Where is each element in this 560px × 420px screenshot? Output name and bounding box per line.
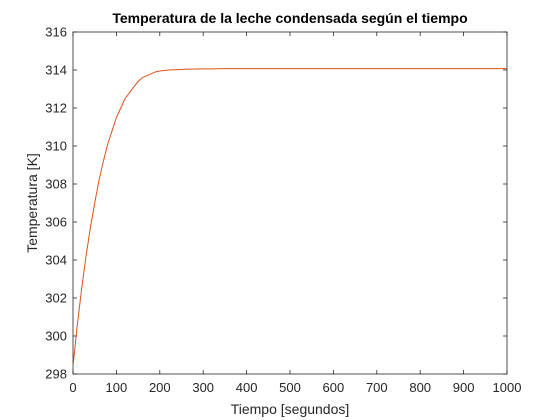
y-tick-label: 302 xyxy=(45,291,67,306)
plot-area xyxy=(72,31,508,375)
x-tick-label: 800 xyxy=(409,380,431,395)
x-tick-label: 1000 xyxy=(493,380,522,395)
plot-frame xyxy=(72,31,508,375)
y-tick-label: 314 xyxy=(45,63,67,78)
chart-title: Temperatura de la leche condensada según… xyxy=(112,10,467,26)
y-tick-label: 316 xyxy=(45,25,67,40)
x-tick-label: 600 xyxy=(323,380,345,395)
y-tick-label: 300 xyxy=(45,329,67,344)
series-layer xyxy=(72,68,507,367)
x-tick-label: 900 xyxy=(453,380,475,395)
x-axis: 0 100 200 300 400 500 600 700 800 900 1000 xyxy=(69,32,521,395)
y-tick-label: 304 xyxy=(45,253,67,268)
series-line xyxy=(72,68,507,367)
x-tick-label: 400 xyxy=(236,380,258,395)
y-tick-label: 298 xyxy=(45,367,67,382)
x-tick-label: 700 xyxy=(366,380,388,395)
x-tick-label: 100 xyxy=(106,380,128,395)
y-axis: 298 300 302 304 306 308 310 312 314 316 xyxy=(45,25,507,382)
y-tick-label: 310 xyxy=(45,139,67,154)
y-axis-label: Temperatura [K] xyxy=(24,153,40,253)
x-tick-label: 500 xyxy=(279,380,301,395)
y-tick-label: 306 xyxy=(45,215,67,230)
y-tick-label: 312 xyxy=(45,101,67,116)
y-tick-label: 308 xyxy=(45,177,67,192)
x-axis-label: Tiempo [segundos] xyxy=(231,401,350,417)
x-tick-label: 200 xyxy=(149,380,171,395)
x-tick-label: 0 xyxy=(69,380,76,395)
x-tick-label: 300 xyxy=(192,380,214,395)
